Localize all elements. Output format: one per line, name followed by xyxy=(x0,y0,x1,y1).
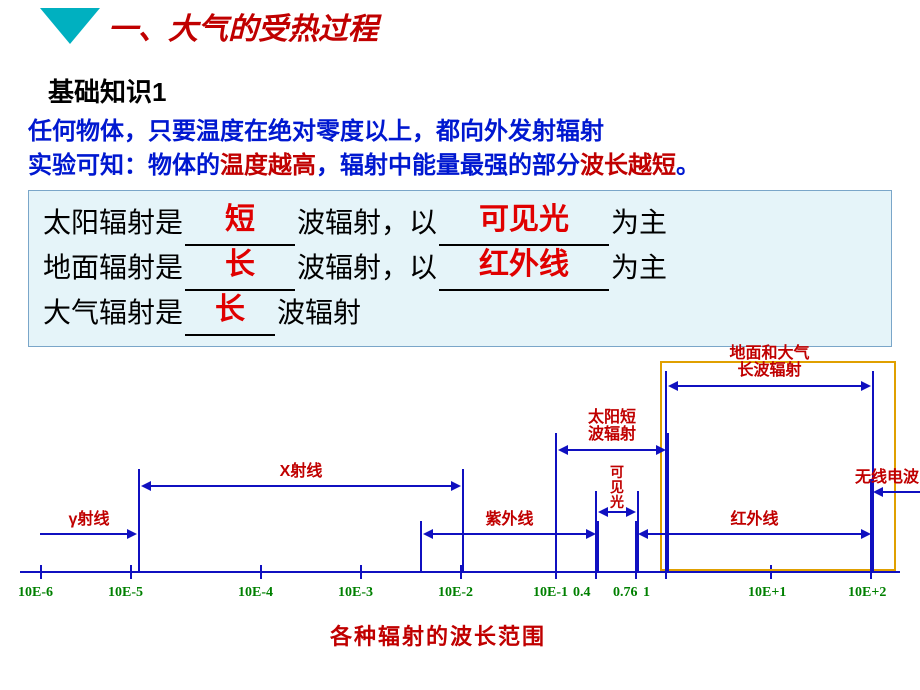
range-label: X射线 xyxy=(140,463,462,481)
fill-post: 为主 xyxy=(611,246,667,291)
range-bar: X射线 xyxy=(138,469,464,571)
tick-label: 10E-6 xyxy=(18,585,53,601)
range-label: 太阳短波辐射 xyxy=(557,409,667,444)
tick-label: 10E-2 xyxy=(438,585,473,601)
fill-mid: 波辐射，以 xyxy=(297,201,437,246)
fill-answer: 可见光 xyxy=(479,196,569,244)
triangle-icon xyxy=(40,8,100,44)
intro-paragraph: 任何物体，只要温度在绝对零度以上，都向外发射辐射实验可知：物体的温度越高，辐射中… xyxy=(28,115,920,182)
intro-line2d: 波长越短 xyxy=(580,152,676,179)
chart-caption: 各种辐射的波长范围 xyxy=(330,619,546,651)
intro-line2b: 温度越高 xyxy=(220,152,316,179)
tick-label: 1 xyxy=(643,585,650,601)
tick-label: 0.4 xyxy=(573,585,591,601)
intro-line2a: 实验可知：物体的 xyxy=(28,152,220,179)
fill-mid: 波辐射，以 xyxy=(297,246,437,291)
fill-pre: 大气辐射是 xyxy=(43,291,183,336)
fill-in-blanks-box: 太阳辐射是短波辐射，以可见光为主地面辐射是长波辐射，以红外线为主大气辐射是长波辐… xyxy=(28,190,892,346)
fill-row-2: 大气辐射是长波辐射 xyxy=(43,291,877,336)
fill-row-1: 地面辐射是长波辐射，以红外线为主 xyxy=(43,246,877,291)
page-title: 一、大气的受热过程 xyxy=(108,4,378,48)
tick-label: 10E-3 xyxy=(338,585,373,601)
fill-blank: 长 xyxy=(185,300,275,336)
range-label: 地面和大气长波辐射 xyxy=(667,345,872,380)
fill-answer: 长 xyxy=(225,241,255,289)
spectrum-chart: 10E-6 10E-5 10E-4 10E-3 10E-2 10E-1 0.4 0.76 1 10… xyxy=(0,351,920,641)
tick-label: 10E-4 xyxy=(238,585,273,601)
fill-pre: 太阳辐射是 xyxy=(43,201,183,246)
subheading: 基础知识1 xyxy=(48,72,920,109)
tick-label: 10E-1 xyxy=(533,585,568,601)
range-label: 无线电波 xyxy=(842,469,920,487)
tick-label: 0.76 xyxy=(613,585,638,601)
fill-answer: 短 xyxy=(225,196,255,244)
fill-blank: 红外线 xyxy=(439,255,609,291)
tick-label: 10E+1 xyxy=(748,585,786,601)
fill-pre: 地面辐射是 xyxy=(43,246,183,291)
fill-mid: 波辐射 xyxy=(277,291,361,336)
fill-answer: 长 xyxy=(215,286,245,334)
intro-line2e: 。 xyxy=(676,152,700,179)
header: 一、大气的受热过程 xyxy=(0,0,920,52)
range-label: γ射线 xyxy=(40,511,138,529)
range-bar: γ射线 xyxy=(40,521,140,571)
range-bar: 无线电波 xyxy=(870,479,920,571)
fill-answer: 红外线 xyxy=(479,241,569,289)
tick-label: 10E+2 xyxy=(848,585,886,601)
intro-line1: 任何物体，只要温度在绝对零度以上，都向外发射辐射 xyxy=(28,118,604,145)
fill-post: 为主 xyxy=(611,201,667,246)
intro-line2c: ，辐射中能量最强的部分 xyxy=(316,152,580,179)
fill-row-0: 太阳辐射是短波辐射，以可见光为主 xyxy=(43,201,877,246)
tick-label: 10E-5 xyxy=(108,585,143,601)
